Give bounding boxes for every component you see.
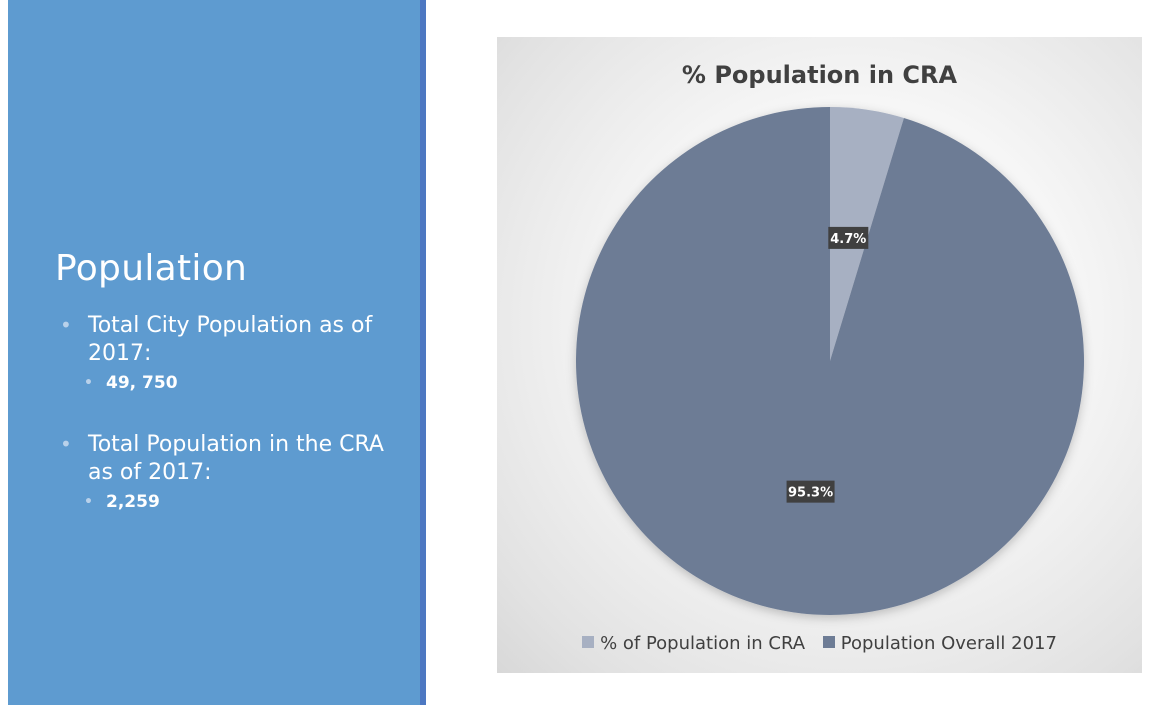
bullet-list-city: • Total City Population as of 2017: • 49… [58, 312, 378, 396]
data-label-1: 95.3% [788, 486, 833, 501]
bullet-dot-icon: • [60, 432, 72, 456]
legend-label: % of Population in CRA [600, 633, 806, 654]
chart-legend: % of Population in CRA Population Overal… [497, 633, 1142, 654]
chart-title: % Population in CRA [681, 61, 958, 89]
data-label-box-1 [786, 480, 835, 503]
sub-bullet-text: 2,259 [106, 492, 160, 512]
legend-item-overall: Population Overall 2017 [822, 633, 1057, 654]
bullet-text: Total City Population as of 2017: [88, 313, 373, 366]
chart-area: % Population in CRA 4.7% 95.3% % of Popul… [497, 37, 1142, 673]
bullet-dot-icon: • [84, 375, 93, 391]
pie-slice-1 [576, 107, 1084, 615]
bullet-dot-icon: • [60, 313, 72, 337]
sub-bullet-city-value: • 49, 750 [80, 370, 378, 396]
sub-bullet-cra-value: • 2,259 [80, 489, 388, 515]
bullet-cra-population: • Total Population in the CRA as of 2017… [58, 431, 388, 487]
bullet-list-cra: • Total Population in the CRA as of 2017… [58, 431, 388, 515]
bullet-text: Total Population in the CRA as of 2017: [88, 432, 384, 485]
legend-item-cra: % of Population in CRA [582, 633, 805, 654]
bullet-city-population: • Total City Population as of 2017: [58, 312, 378, 368]
legend-label: Population Overall 2017 [840, 633, 1057, 654]
slide-title: Population [55, 248, 248, 289]
panel-divider [420, 0, 426, 705]
data-label-box-0 [828, 226, 869, 249]
legend-swatch [822, 636, 835, 648]
pie-chart: 4.7% 95.3% [576, 107, 1084, 615]
sub-bullet-text: 49, 750 [106, 373, 178, 393]
legend-swatch [582, 636, 595, 648]
bullet-dot-icon: • [84, 494, 93, 510]
slide-text-panel [8, 0, 420, 705]
data-label-0: 4.7% [830, 232, 866, 247]
